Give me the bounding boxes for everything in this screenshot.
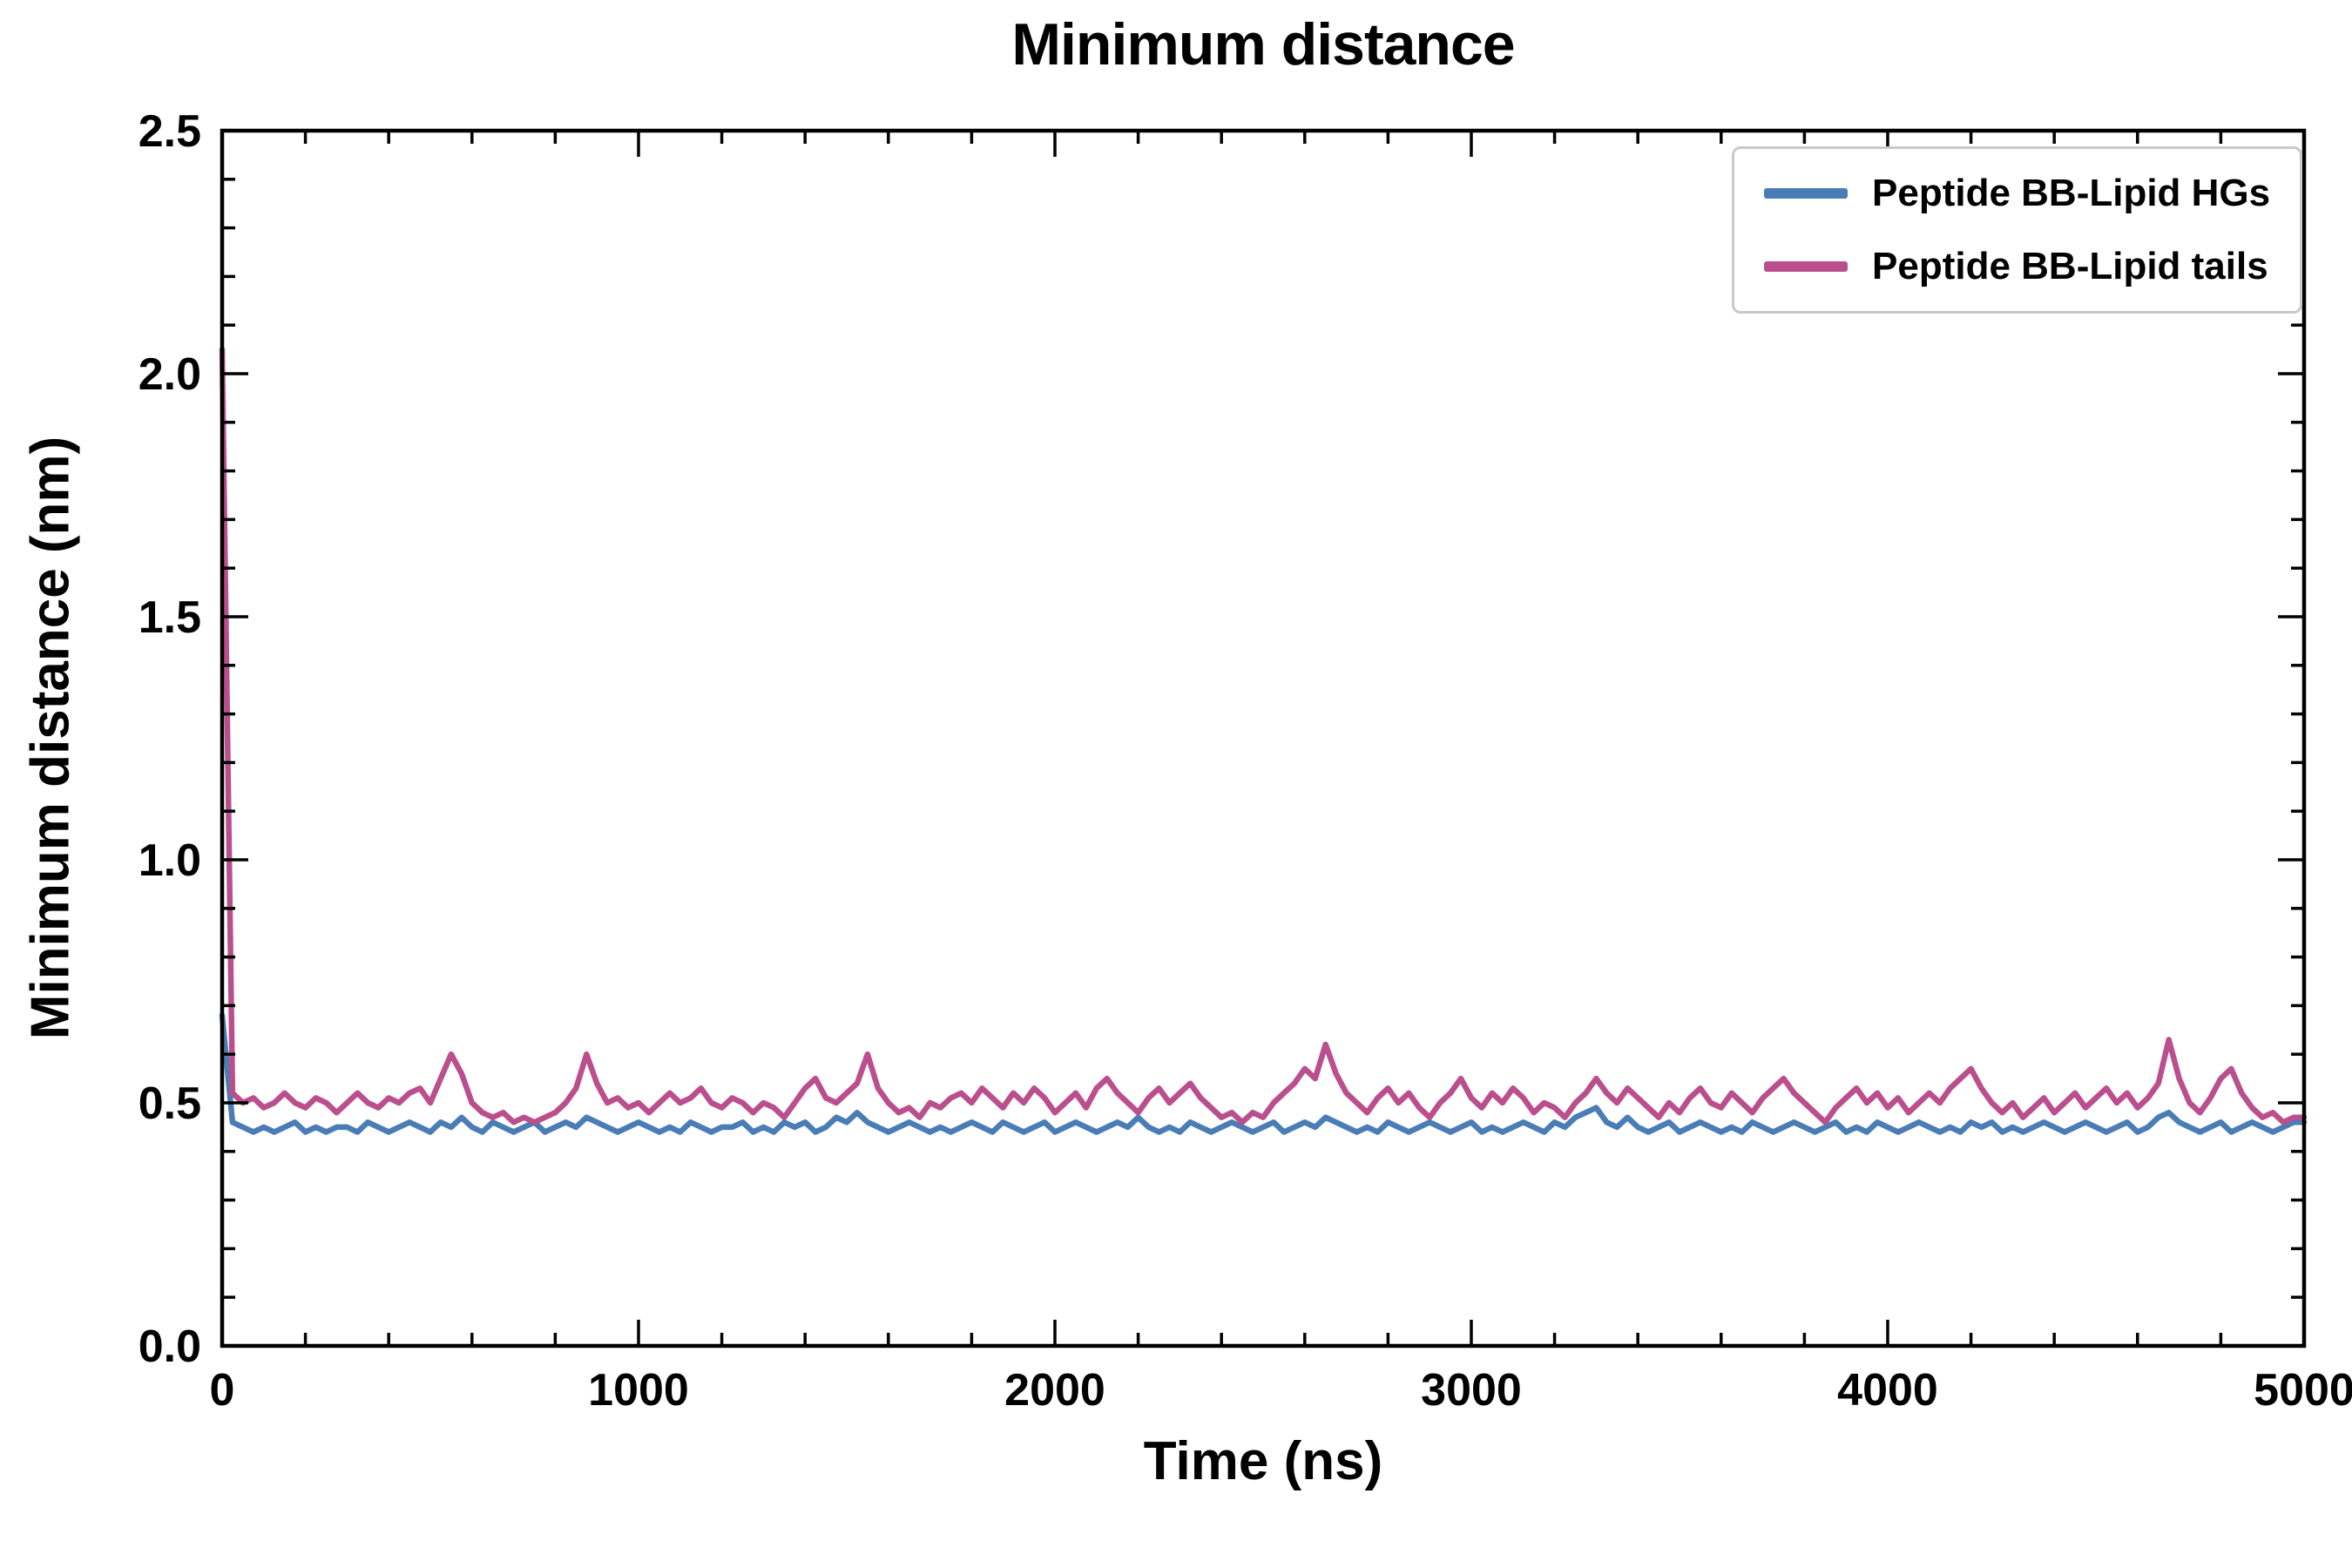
- x-tick-label: 5000: [2254, 1365, 2352, 1416]
- legend-label-hgs: Peptide BB-Lipid HGs: [1872, 172, 2271, 214]
- legend-swatch-tails: [1764, 261, 1848, 272]
- x-tick-label: 4000: [1837, 1365, 1938, 1416]
- y-tick-label: 2.0: [139, 349, 201, 400]
- x-tick-label: 2000: [1004, 1365, 1105, 1416]
- x-tick-label: 0: [210, 1365, 235, 1416]
- y-axis-label: Minimum distance (nm): [20, 436, 81, 1040]
- chart-title: Minimum distance: [1011, 11, 1515, 78]
- y-tick-label: 2.5: [139, 106, 201, 157]
- x-tick-label: 1000: [588, 1365, 689, 1416]
- y-tick-label: 0.5: [139, 1078, 201, 1129]
- y-tick-label: 0.0: [139, 1321, 201, 1372]
- legend: Peptide BB-Lipid HGs Peptide BB-Lipid ta…: [1732, 146, 2303, 314]
- axes-frame: [220, 128, 2307, 1348]
- legend-item-hgs: Peptide BB-Lipid HGs: [1764, 172, 2270, 215]
- legend-item-tails: Peptide BB-Lipid tails: [1764, 245, 2270, 288]
- series-line-peptide-bb-lipid-hgs: [219, 1012, 2308, 1135]
- x-tick-label: 3000: [1421, 1365, 1522, 1416]
- y-tick-label: 1.5: [139, 592, 201, 643]
- x-axis-label: Time (ns): [1143, 1431, 1383, 1491]
- legend-label-tails: Peptide BB-Lipid tails: [1872, 245, 2268, 287]
- series-line-peptide-bb-lipid-tails: [219, 346, 2308, 1125]
- legend-swatch-hgs: [1764, 188, 1848, 199]
- y-tick-label: 1.0: [139, 835, 201, 886]
